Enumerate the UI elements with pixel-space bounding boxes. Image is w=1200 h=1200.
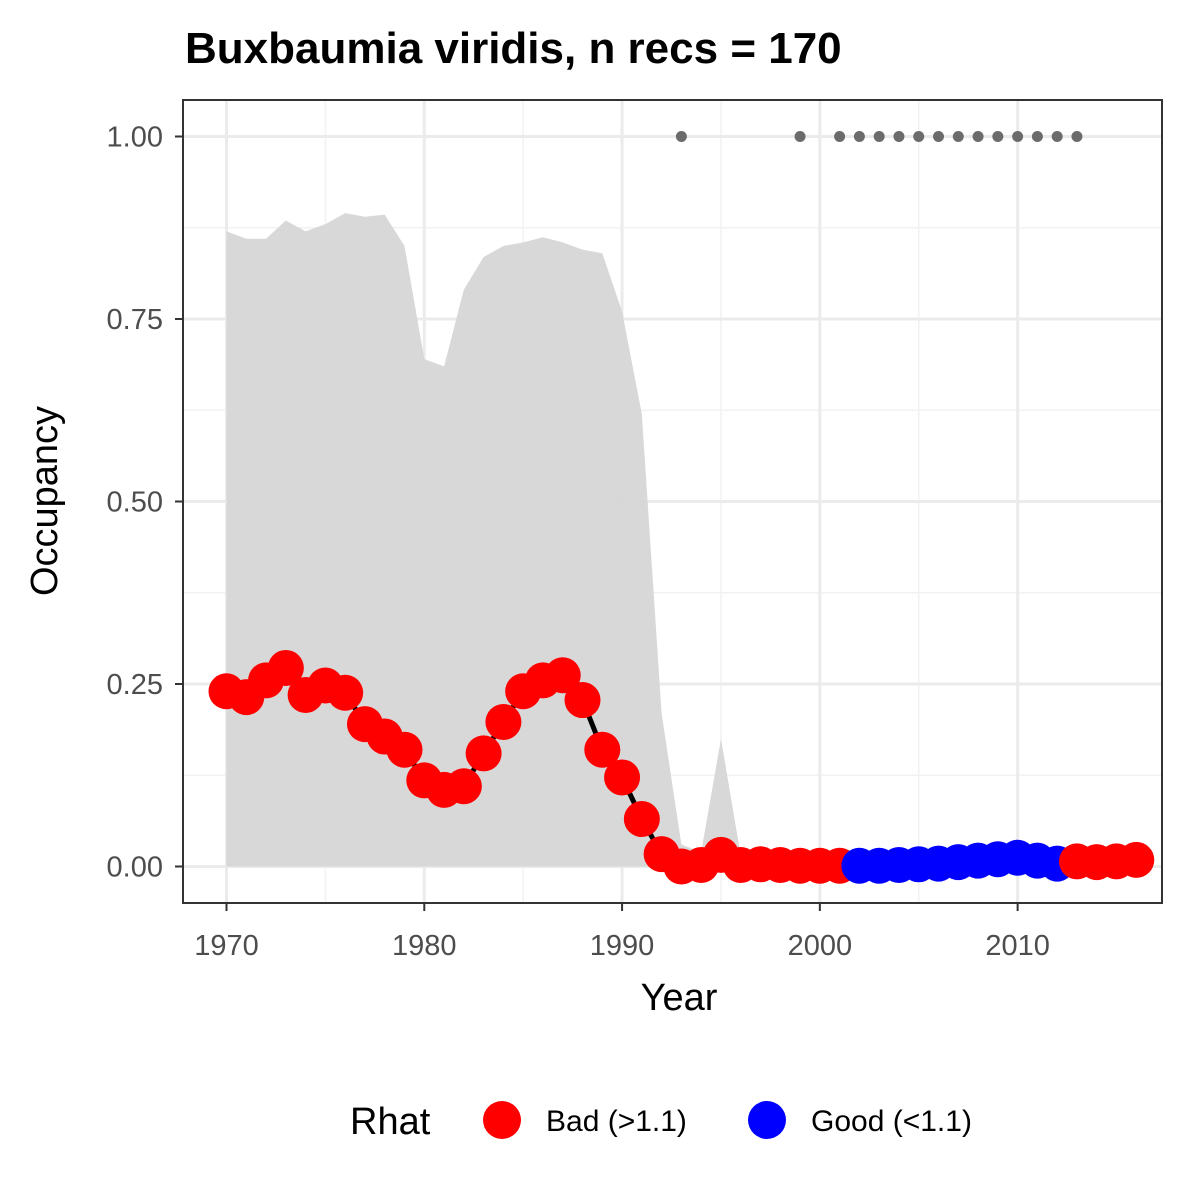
- record-point: [933, 131, 945, 142]
- x-tick-label: 2000: [788, 930, 853, 962]
- record-point: [1012, 131, 1024, 142]
- y-tick-label: 0.50: [107, 487, 163, 519]
- legend-good-key: [748, 1101, 786, 1139]
- occupancy-point-bad: [267, 649, 304, 686]
- x-tick-label: 1990: [590, 930, 655, 962]
- legend-title: Rhat: [350, 1101, 431, 1143]
- occupancy-point-bad: [604, 759, 641, 796]
- record-point: [675, 131, 687, 142]
- ribbon-area: [226, 213, 1137, 867]
- confidence-ribbon: [226, 213, 1137, 867]
- record-point: [853, 131, 865, 142]
- occupancy-points: [208, 649, 1155, 885]
- y-tick-label: 1.00: [107, 122, 163, 154]
- chart-title: Buxbaumia viridis, n recs = 170: [185, 24, 842, 73]
- occupancy-point-bad: [485, 703, 522, 740]
- record-point: [992, 131, 1004, 142]
- y-tick-label: 0.75: [107, 304, 163, 336]
- y-axis-title: Occupancy: [24, 406, 66, 596]
- record-point: [952, 131, 964, 142]
- occupancy-point-bad: [623, 801, 660, 838]
- occupancy-point-bad: [584, 731, 621, 768]
- x-tick-label: 2010: [985, 930, 1050, 962]
- record-point: [1051, 131, 1063, 142]
- occupancy-point-bad: [465, 735, 502, 772]
- record-point: [893, 131, 905, 142]
- occupancy-point-bad: [544, 657, 581, 694]
- record-point: [972, 131, 984, 142]
- occupancy-point-bad: [386, 731, 423, 768]
- y-tick-label: 0.25: [107, 669, 163, 701]
- legend: Rhat Bad (>1.1) Good (<1.1): [350, 1101, 972, 1143]
- y-tick-label: 0.00: [107, 852, 163, 884]
- x-axis-title: Year: [641, 977, 718, 1019]
- occupancy-point-bad: [327, 674, 364, 711]
- record-point: [794, 131, 806, 142]
- record-point: [1031, 131, 1043, 142]
- record-point: [1071, 131, 1083, 142]
- legend-bad-label: Bad (>1.1): [546, 1105, 687, 1138]
- record-point: [834, 131, 846, 142]
- x-tick-label: 1980: [392, 930, 457, 962]
- occupancy-point-bad: [564, 682, 601, 719]
- axes: 1970 1980 1990 2000 2010 0.00 0.25 0.50 0.75 1.00: [107, 122, 1050, 963]
- legend-bad-key: [483, 1101, 521, 1139]
- record-point: [873, 131, 885, 142]
- record-points: [675, 131, 1083, 142]
- x-tick-label: 1970: [194, 930, 259, 962]
- legend-good-label: Good (<1.1): [811, 1105, 972, 1138]
- record-point: [913, 131, 925, 142]
- occupancy-point-bad: [1118, 841, 1155, 878]
- occupancy-point-bad: [445, 768, 482, 805]
